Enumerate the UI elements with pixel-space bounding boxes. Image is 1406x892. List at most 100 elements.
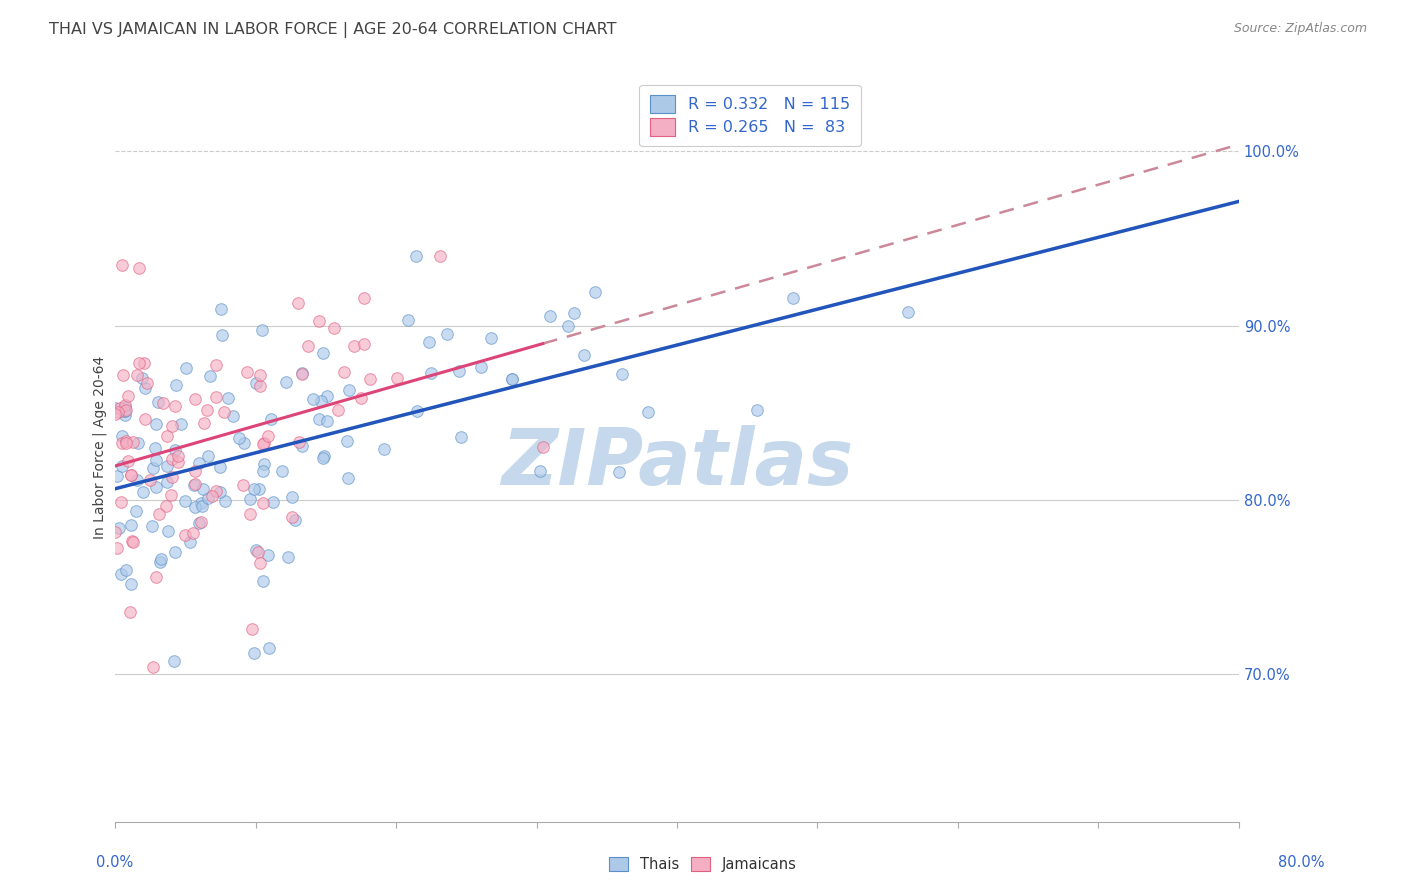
- Point: [353, 336, 375, 351]
- Point: [143, 442, 166, 456]
- Point: [197, 491, 219, 505]
- Point: [104, 407, 127, 421]
- Point: [112, 368, 135, 383]
- Point: [232, 478, 254, 492]
- Point: [110, 495, 132, 509]
- Point: [114, 408, 136, 422]
- Point: [450, 430, 472, 444]
- Point: [122, 535, 145, 549]
- Point: [284, 513, 307, 527]
- Point: [110, 258, 132, 272]
- Point: [184, 464, 207, 478]
- Legend: Thais, Jamaicans: Thais, Jamaicans: [603, 851, 803, 878]
- Point: [124, 503, 146, 517]
- Point: [610, 367, 633, 381]
- Point: [252, 437, 274, 451]
- Point: [141, 519, 163, 533]
- Point: [297, 339, 319, 353]
- Point: [449, 364, 471, 378]
- Point: [159, 488, 181, 502]
- Point: [281, 510, 304, 524]
- Point: [105, 469, 128, 483]
- Point: [242, 482, 264, 496]
- Point: [405, 249, 427, 263]
- Point: [245, 542, 267, 557]
- Point: [149, 555, 172, 569]
- Point: [187, 457, 209, 471]
- Point: [436, 327, 458, 342]
- Point: [562, 306, 585, 320]
- Point: [105, 541, 128, 555]
- Point: [897, 305, 920, 319]
- Point: [114, 400, 136, 414]
- Point: [155, 499, 177, 513]
- Point: [287, 296, 309, 310]
- Point: [127, 436, 149, 450]
- Point: [156, 459, 179, 474]
- Point: [135, 376, 157, 390]
- Point: [188, 516, 211, 530]
- Point: [121, 435, 143, 450]
- Point: [205, 390, 228, 404]
- Point: [583, 285, 606, 299]
- Point: [260, 412, 283, 426]
- Point: [125, 473, 148, 487]
- Point: [262, 495, 284, 509]
- Text: Source: ZipAtlas.com: Source: ZipAtlas.com: [1233, 22, 1367, 36]
- Point: [243, 646, 266, 660]
- Point: [281, 491, 304, 505]
- Point: [115, 403, 138, 417]
- Point: [115, 436, 138, 450]
- Point: [160, 452, 183, 467]
- Point: [163, 545, 186, 559]
- Point: [339, 383, 361, 397]
- Point: [183, 478, 205, 492]
- Point: [252, 436, 274, 450]
- Point: [470, 359, 492, 374]
- Point: [249, 556, 271, 570]
- Point: [111, 428, 134, 442]
- Point: [239, 507, 262, 521]
- Point: [501, 372, 523, 386]
- Point: [173, 528, 195, 542]
- Point: [419, 366, 441, 380]
- Point: [214, 494, 236, 508]
- Point: [315, 389, 337, 403]
- Point: [637, 405, 659, 419]
- Point: [201, 489, 224, 503]
- Point: [155, 429, 177, 443]
- Point: [745, 403, 768, 417]
- Point: [249, 368, 271, 383]
- Point: [132, 484, 155, 499]
- Point: [193, 416, 215, 430]
- Point: [531, 440, 554, 454]
- Point: [198, 368, 221, 383]
- Point: [174, 493, 197, 508]
- Point: [232, 435, 254, 450]
- Point: [120, 518, 142, 533]
- Point: [211, 328, 233, 343]
- Point: [336, 434, 359, 448]
- Point: [538, 309, 561, 323]
- Point: [163, 442, 186, 457]
- Point: [167, 455, 190, 469]
- Point: [245, 376, 267, 390]
- Point: [314, 449, 336, 463]
- Point: [142, 660, 165, 674]
- Point: [270, 464, 292, 478]
- Point: [277, 550, 299, 565]
- Point: [479, 331, 502, 345]
- Y-axis label: In Labor Force | Age 20-64: In Labor Force | Age 20-64: [93, 356, 107, 540]
- Point: [350, 391, 373, 405]
- Point: [240, 622, 263, 636]
- Point: [176, 360, 198, 375]
- Point: [385, 370, 408, 384]
- Point: [239, 492, 262, 507]
- Point: [373, 442, 395, 457]
- Point: [308, 412, 330, 426]
- Point: [128, 356, 150, 370]
- Point: [134, 356, 156, 370]
- Point: [197, 449, 219, 463]
- Point: [190, 496, 212, 510]
- Point: [146, 394, 169, 409]
